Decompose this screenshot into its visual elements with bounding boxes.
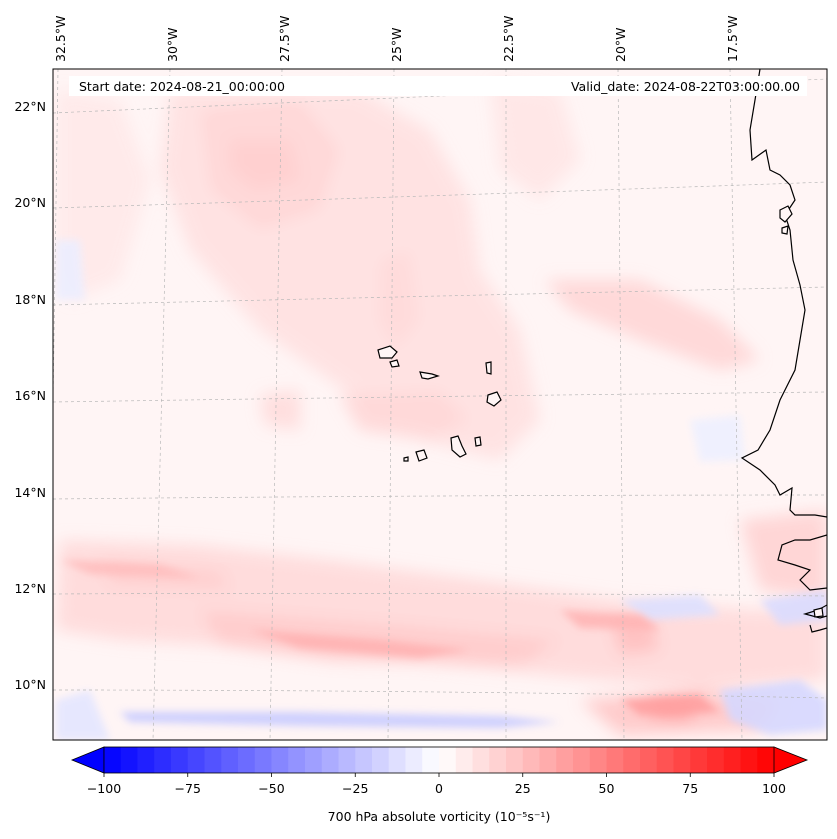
colorbar-step — [539, 747, 557, 773]
lon-label: 25°W — [389, 27, 404, 62]
colorbar-label: 700 hPa absolute vorticity (10⁻⁵s⁻¹) — [328, 809, 551, 824]
coastal-island-3 — [813, 607, 824, 618]
colorbar-tick-label: 0 — [435, 781, 443, 796]
colorbar-tick-label: 50 — [599, 781, 615, 796]
latitude-labels: 22°N 20°N 18°N 16°N 14°N 12°N 10°N — [14, 99, 46, 692]
colorbar-step — [573, 747, 591, 773]
colorbar-step — [254, 747, 273, 773]
colorbar-tick-label: −50 — [258, 781, 284, 796]
sao-vicente-island — [389, 359, 400, 368]
boa-vista-island — [486, 391, 502, 407]
colorbar-step — [489, 747, 507, 773]
vorticity-field — [56, 80, 827, 740]
graticule — [53, 69, 827, 740]
colorbar-steps — [104, 747, 775, 773]
sao-nicolau-island — [419, 371, 440, 380]
colorbar-step — [271, 747, 289, 773]
lat-label: 20°N — [14, 195, 46, 210]
fogo-island — [415, 449, 428, 462]
colorbar-step — [656, 747, 675, 773]
colorbar-step — [640, 747, 658, 773]
colorbar-step — [338, 747, 356, 773]
lat-label: 12°N — [14, 581, 46, 596]
map-panel: Start date: 2024-08-21_00:00:00 Valid_da… — [52, 68, 828, 741]
santiago-island — [450, 435, 467, 458]
colorbar-step — [723, 747, 742, 773]
colorbar-ticks: −100 −75 −50 −25 0 25 50 75 100 — [87, 773, 786, 796]
coastal-island-1 — [779, 205, 793, 223]
cape-verde-islands — [377, 205, 824, 618]
lon-label: 20°W — [613, 27, 628, 62]
colorbar-step — [388, 747, 407, 773]
colorbar-step — [305, 747, 323, 773]
colorbar-tick-label: −25 — [342, 781, 368, 796]
colorbar-step — [288, 747, 306, 773]
colorbar-step — [757, 747, 775, 773]
colorbar-min-extend-arrow — [70, 746, 105, 774]
colorbar-step — [372, 747, 390, 773]
colorbar-step — [439, 747, 457, 773]
colorbar-step — [405, 747, 423, 773]
colorbar-tick-label: −100 — [87, 781, 121, 796]
lat-label: 22°N — [14, 99, 46, 114]
lat-label: 14°N — [14, 485, 46, 500]
colorbar-step — [623, 747, 641, 773]
valid-date-label: Valid_date: 2024-08-22T03:00:00.00 — [571, 79, 800, 94]
colorbar-step — [137, 747, 155, 773]
colorbar-step — [154, 747, 172, 773]
colorbar-tick-label: −75 — [175, 781, 201, 796]
colorbar-tick-label: 25 — [515, 781, 531, 796]
colorbar-step — [556, 747, 574, 773]
colorbar-step — [707, 747, 725, 773]
colorbar-step — [355, 747, 373, 773]
africa-coastline — [740, 69, 827, 633]
lat-label: 10°N — [14, 677, 46, 692]
colorbar-step — [589, 747, 608, 773]
lat-label: 18°N — [14, 292, 46, 307]
sal-island — [485, 361, 492, 375]
colorbar-step — [506, 747, 524, 773]
lon-label: 22.5°W — [501, 16, 516, 62]
santo-antao-island — [377, 345, 398, 359]
header-box — [69, 76, 807, 96]
colorbar-step — [120, 747, 139, 773]
lon-label: 27.5°W — [277, 16, 292, 62]
colorbar-step — [472, 747, 490, 773]
coastline — [740, 69, 827, 633]
lon-label: 17.5°W — [725, 16, 740, 62]
colorbar-tick-label: 100 — [762, 781, 786, 796]
colorbar-step — [455, 747, 474, 773]
lon-label: 30°W — [165, 27, 180, 62]
colorbar-max-extend-arrow — [773, 746, 809, 774]
maio-island — [474, 436, 482, 447]
map-frame — [52, 68, 828, 741]
lat-label: 16°N — [14, 388, 46, 403]
coastal-island-2 — [781, 225, 789, 235]
colorbar-step — [740, 747, 758, 773]
colorbar-step — [690, 747, 708, 773]
colorbar-tick-label: 75 — [682, 781, 698, 796]
colorbar-step — [221, 747, 239, 773]
colorbar-step — [187, 747, 206, 773]
colorbar: −100 −75 −50 −25 0 25 50 75 100 700 hPa absolute… — [70, 746, 809, 824]
colorbar-step — [422, 747, 440, 773]
colorbar-step — [606, 747, 624, 773]
colorbar-step — [204, 747, 222, 773]
colorbar-step — [673, 747, 691, 773]
colorbar-step — [321, 747, 340, 773]
colorbar-step — [104, 747, 122, 773]
colorbar-step — [171, 747, 189, 773]
lon-label: 32.5°W — [53, 16, 68, 62]
brava-island — [403, 456, 409, 462]
colorbar-step — [522, 747, 541, 773]
start-date-label: Start date: 2024-08-21_00:00:00 — [79, 79, 285, 94]
colorbar-step — [238, 747, 256, 773]
longitude-labels: 32.5°W 30°W 27.5°W 25°W 22.5°W 20°W 17.5… — [53, 16, 740, 62]
